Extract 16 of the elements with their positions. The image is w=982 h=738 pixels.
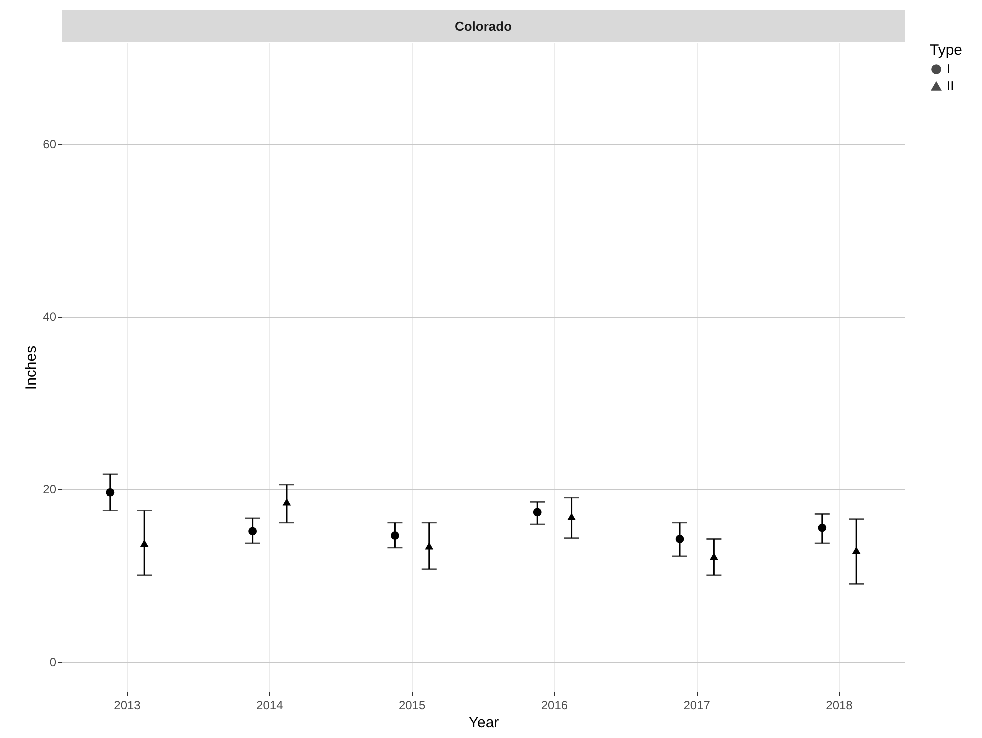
y-axis-title: Inches	[23, 346, 40, 390]
x-axis-title: Year	[468, 714, 500, 732]
x-tick-label: 2018	[826, 698, 854, 712]
x-tick-label: 2015	[398, 698, 426, 712]
x-tick-label: 2017	[684, 698, 711, 712]
y-tick-label: 60	[43, 137, 57, 152]
legend-label: II	[947, 78, 954, 94]
chart-title: Colorado	[454, 19, 512, 34]
legend-label: I	[947, 62, 951, 76]
legend-title: Type	[930, 42, 963, 59]
x-tick-label: 2013	[114, 698, 142, 712]
y-tick-label: 20	[43, 482, 57, 497]
x-tick-label: 2014	[256, 698, 284, 712]
y-tick-label: 0	[50, 655, 57, 670]
y-tick-label: 40	[43, 310, 57, 324]
x-tick-label: 2016	[541, 698, 568, 712]
